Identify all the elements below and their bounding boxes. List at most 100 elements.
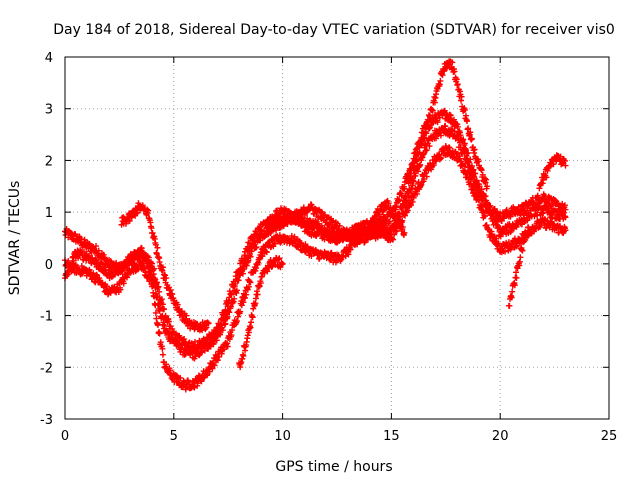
- data-point: [423, 130, 430, 137]
- data-point: [404, 207, 411, 214]
- data-point: [467, 129, 474, 136]
- series-track-6: [236, 254, 286, 371]
- data-point: [233, 317, 240, 324]
- data-point: [220, 346, 227, 353]
- data-point: [449, 59, 456, 66]
- data-point: [151, 293, 158, 300]
- data-point: [385, 200, 392, 207]
- data-point: [479, 171, 486, 178]
- data-point: [78, 235, 85, 242]
- data-point: [271, 240, 278, 247]
- y-axis-title: SDTVAR / TECUs: [7, 181, 23, 296]
- data-point: [479, 207, 486, 214]
- data-point: [413, 156, 420, 163]
- data-point: [519, 247, 526, 254]
- data-point: [551, 221, 558, 228]
- data-point: [240, 258, 247, 265]
- data-point: [240, 352, 247, 359]
- y-tick-label: 4: [45, 51, 53, 66]
- data-point: [141, 265, 148, 272]
- data-point: [248, 319, 255, 326]
- data-point: [402, 212, 408, 219]
- data-point: [237, 265, 244, 272]
- data-point: [396, 216, 403, 223]
- data-point: [471, 146, 478, 153]
- data-point: [159, 345, 166, 352]
- data-point: [439, 72, 446, 79]
- data-point: [169, 325, 176, 332]
- data-point: [557, 153, 564, 160]
- data-point: [257, 280, 264, 287]
- y-tick-label: -2: [40, 361, 53, 376]
- data-point: [240, 299, 247, 306]
- data-point: [159, 264, 166, 271]
- data-point: [254, 291, 261, 298]
- data-point: [190, 383, 197, 390]
- data-point: [409, 198, 416, 205]
- data-point: [232, 280, 239, 287]
- data-point: [247, 279, 254, 286]
- data-point: [534, 212, 541, 219]
- data-point: [401, 229, 408, 236]
- data-point: [478, 203, 485, 210]
- data-point: [484, 202, 491, 209]
- data-point: [468, 168, 475, 175]
- data-point: [272, 216, 279, 223]
- data-point: [150, 271, 157, 278]
- data-point: [233, 287, 240, 294]
- data-point: [242, 294, 249, 301]
- data-point: [450, 116, 457, 123]
- data-point: [372, 216, 379, 223]
- data-point: [411, 164, 418, 171]
- data-point: [478, 186, 485, 193]
- data-point: [465, 164, 472, 171]
- data-point: [182, 350, 189, 357]
- data-point: [465, 149, 472, 156]
- data-point: [522, 237, 529, 244]
- data-point: [244, 332, 251, 339]
- data-point: [512, 269, 519, 276]
- data-point: [412, 172, 419, 179]
- data-point: [214, 357, 221, 364]
- data-point: [138, 245, 145, 252]
- x-axis-title: GPS time / hours: [275, 459, 392, 475]
- data-point: [153, 279, 160, 286]
- data-point: [155, 322, 162, 329]
- data-point: [386, 218, 393, 225]
- data-point: [276, 232, 283, 239]
- data-point: [198, 378, 205, 385]
- data-point: [550, 161, 557, 168]
- data-point: [152, 309, 159, 316]
- data-point: [263, 249, 270, 256]
- data-point: [481, 213, 488, 220]
- data-point: [158, 296, 165, 303]
- data-point: [276, 255, 283, 262]
- data-point: [217, 331, 224, 338]
- data-point: [437, 132, 444, 139]
- data-point: [72, 261, 79, 268]
- data-point: [423, 173, 430, 180]
- data-point: [209, 365, 216, 372]
- data-point: [224, 313, 231, 320]
- data-point: [426, 143, 433, 150]
- data-point: [181, 351, 188, 358]
- data-point: [423, 147, 430, 153]
- data-point: [152, 302, 159, 309]
- data-point: [174, 301, 181, 308]
- data-point: [162, 272, 169, 279]
- data-point: [464, 159, 471, 166]
- data-point: [345, 251, 352, 258]
- data-point: [237, 308, 244, 315]
- data-point: [470, 172, 477, 179]
- data-point: [155, 283, 162, 290]
- data-point: [288, 232, 295, 239]
- data-point: [416, 149, 423, 156]
- data-point: [437, 77, 444, 84]
- data-point: [417, 161, 424, 168]
- data-point: [524, 231, 531, 238]
- data-point: [511, 282, 518, 289]
- data-point: [517, 254, 524, 261]
- data-point: [549, 214, 556, 221]
- data-point: [145, 207, 152, 214]
- data-point: [205, 320, 212, 327]
